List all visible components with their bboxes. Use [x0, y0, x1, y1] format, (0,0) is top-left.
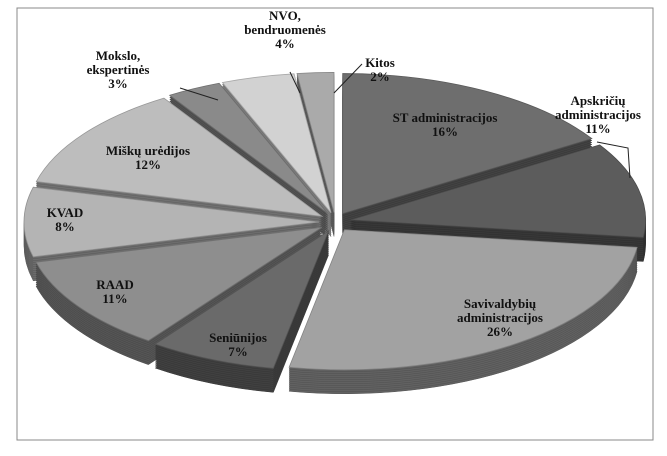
category-label: ST administracijos [392, 110, 498, 125]
slice-top [168, 82, 329, 214]
category-label: Mokslo, ekspertinės [86, 48, 150, 77]
slice [154, 229, 330, 393]
slice-top [296, 72, 335, 213]
value-label: 11% [585, 121, 611, 136]
slice-label: KVAD 8% [15, 206, 115, 234]
category-label: RAAD [96, 277, 134, 292]
category-label: Savivaldybių administracijos [457, 296, 543, 325]
value-label: 26% [487, 324, 513, 339]
slice-label: ST administracijos 16% [390, 111, 500, 139]
slice-label: Miškų urėdijos 12% [98, 144, 198, 172]
category-label: Miškų urėdijos [105, 143, 191, 158]
value-label: 16% [432, 124, 458, 139]
value-label: 3% [108, 76, 128, 91]
category-label: Seniūnijos [209, 330, 267, 345]
slice [350, 144, 646, 262]
slice [288, 229, 638, 395]
slice-top [221, 73, 332, 213]
value-label: 7% [228, 344, 248, 359]
leader-line [333, 63, 363, 94]
slice-top [154, 229, 330, 369]
slice-top [35, 226, 322, 342]
slice [342, 73, 593, 238]
category-label: Apskričių administracijos [555, 93, 641, 122]
slice [35, 226, 322, 365]
leader-line [179, 87, 219, 101]
slice-top [350, 144, 646, 238]
slice-label: Mokslo, ekspertinės 3% [68, 49, 168, 91]
slice-label: Seniūnijos 7% [188, 331, 288, 359]
leader-line [289, 71, 301, 94]
slice-label: RAAD 11% [65, 278, 165, 306]
category-label: NVO, bendruomenės [244, 8, 326, 37]
value-label: 4% [275, 36, 295, 51]
slice-label: NVO, bendruomenės 4% [235, 9, 335, 51]
value-label: 11% [102, 291, 128, 306]
slice-top [35, 97, 324, 217]
value-label: 8% [55, 219, 75, 234]
slice-top [288, 229, 638, 371]
slice-label: Kitos 2% [330, 56, 430, 84]
value-label: 12% [135, 157, 161, 172]
slice-top [342, 73, 593, 215]
category-label: Kitos [365, 55, 395, 70]
slice-top [23, 186, 320, 258]
leader-line [596, 141, 631, 179]
value-label: 2% [370, 69, 390, 84]
category-label: KVAD [46, 205, 84, 220]
slice-label: Savivaldybių administracijos 26% [445, 297, 555, 339]
slice-label: Apskričių administracijos 11% [543, 94, 653, 136]
